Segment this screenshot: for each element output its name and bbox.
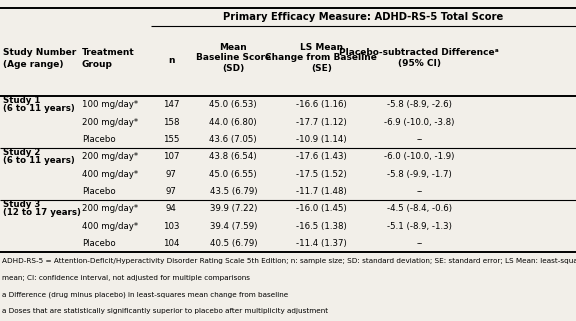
Text: -5.8 (-8.9, -2.6): -5.8 (-8.9, -2.6)	[387, 100, 452, 109]
Text: -16.5 (1.38): -16.5 (1.38)	[296, 222, 347, 231]
Text: -16.6 (1.16): -16.6 (1.16)	[296, 100, 347, 109]
Text: 104: 104	[163, 239, 179, 248]
Text: Placebo-subtracted Differenceᵃ
(95% CI): Placebo-subtracted Differenceᵃ (95% CI)	[339, 48, 499, 68]
Text: Mean
Baseline Score
(SD): Mean Baseline Score (SD)	[196, 42, 271, 73]
Text: 39.4 (7.59): 39.4 (7.59)	[210, 222, 257, 231]
Text: 200 mg/day*: 200 mg/day*	[82, 118, 138, 127]
Text: -6.9 (-10.0, -3.8): -6.9 (-10.0, -3.8)	[384, 118, 454, 127]
Text: 200 mg/day*: 200 mg/day*	[82, 152, 138, 161]
Text: 43.6 (7.05): 43.6 (7.05)	[210, 135, 257, 144]
Text: 94: 94	[166, 204, 176, 213]
Text: 200 mg/day*: 200 mg/day*	[82, 204, 138, 213]
Text: 155: 155	[163, 135, 179, 144]
Text: 158: 158	[163, 118, 179, 127]
Text: -5.1 (-8.9, -1.3): -5.1 (-8.9, -1.3)	[387, 222, 452, 231]
Text: 45.0 (6.53): 45.0 (6.53)	[210, 100, 257, 109]
Text: 400 mg/day*: 400 mg/day*	[82, 222, 138, 231]
Text: 100 mg/day*: 100 mg/day*	[82, 100, 138, 109]
Text: --: --	[416, 135, 422, 144]
Text: (6 to 11 years): (6 to 11 years)	[3, 104, 75, 113]
Text: -6.0 (-10.0, -1.9): -6.0 (-10.0, -1.9)	[384, 152, 454, 161]
Text: (12 to 17 years): (12 to 17 years)	[3, 208, 81, 217]
Text: Study 1: Study 1	[3, 96, 41, 105]
Text: Group: Group	[82, 60, 113, 69]
Text: 43.8 (6.54): 43.8 (6.54)	[210, 152, 257, 161]
Text: -10.9 (1.14): -10.9 (1.14)	[296, 135, 347, 144]
Text: Study 3: Study 3	[3, 200, 41, 209]
Text: 103: 103	[163, 222, 179, 231]
Text: (Age range): (Age range)	[3, 60, 64, 69]
Text: mean; CI: confidence interval, not adjusted for multiple comparisons: mean; CI: confidence interval, not adjus…	[2, 275, 251, 281]
Text: -5.8 (-9.9, -1.7): -5.8 (-9.9, -1.7)	[387, 170, 452, 179]
Text: 45.0 (6.55): 45.0 (6.55)	[210, 170, 257, 179]
Text: -4.5 (-8.4, -0.6): -4.5 (-8.4, -0.6)	[387, 204, 452, 213]
Text: -11.4 (1.37): -11.4 (1.37)	[296, 239, 347, 248]
Text: Study Number: Study Number	[3, 48, 77, 57]
Text: Treatment: Treatment	[82, 48, 135, 57]
Text: 107: 107	[163, 152, 179, 161]
Text: Study 2: Study 2	[3, 148, 41, 157]
Text: a Doses that are statistically significantly superior to placebo after multiplic: a Doses that are statistically significa…	[2, 308, 328, 314]
Text: --: --	[416, 187, 422, 196]
Text: 400 mg/day*: 400 mg/day*	[82, 170, 138, 179]
Text: -11.7 (1.48): -11.7 (1.48)	[296, 187, 347, 196]
Text: 147: 147	[163, 100, 179, 109]
Text: Primary Efficacy Measure: ADHD-RS-5 Total Score: Primary Efficacy Measure: ADHD-RS-5 Tota…	[223, 12, 503, 22]
Text: 97: 97	[166, 187, 176, 196]
Text: Placebo: Placebo	[82, 135, 115, 144]
Text: ADHD-RS-5 = Attention-Deficit/Hyperactivity Disorder Rating Scale 5th Edition; n: ADHD-RS-5 = Attention-Deficit/Hyperactiv…	[2, 258, 576, 264]
Text: LS Mean
Change from Baseline
(SE): LS Mean Change from Baseline (SE)	[266, 42, 377, 73]
Text: -17.6 (1.43): -17.6 (1.43)	[296, 152, 347, 161]
Text: -17.5 (1.52): -17.5 (1.52)	[296, 170, 347, 179]
Text: 44.0 (6.80): 44.0 (6.80)	[210, 118, 257, 127]
Text: a Difference (drug minus placebo) in least-squares mean change from baseline: a Difference (drug minus placebo) in lea…	[2, 291, 289, 298]
Text: (6 to 11 years): (6 to 11 years)	[3, 156, 75, 165]
Text: 39.9 (7.22): 39.9 (7.22)	[210, 204, 257, 213]
Text: 40.5 (6.79): 40.5 (6.79)	[210, 239, 257, 248]
Text: --: --	[416, 239, 422, 248]
Text: n: n	[168, 56, 175, 65]
Text: 97: 97	[166, 170, 176, 179]
Text: -17.7 (1.12): -17.7 (1.12)	[296, 118, 347, 127]
Text: 43.5 (6.79): 43.5 (6.79)	[210, 187, 257, 196]
Text: Placebo: Placebo	[82, 239, 115, 248]
Text: -16.0 (1.45): -16.0 (1.45)	[296, 204, 347, 213]
Text: Placebo: Placebo	[82, 187, 115, 196]
